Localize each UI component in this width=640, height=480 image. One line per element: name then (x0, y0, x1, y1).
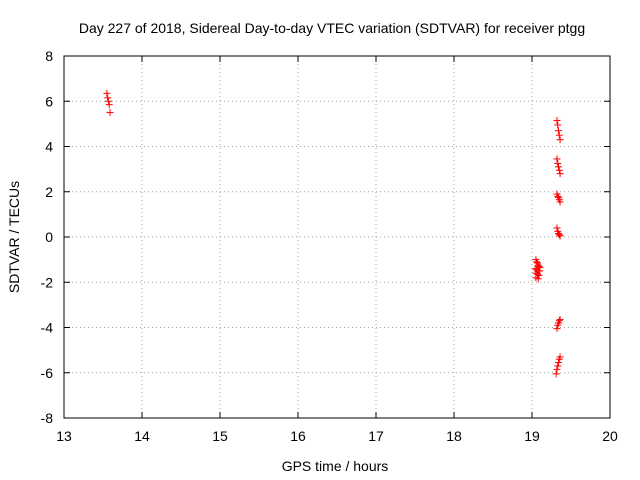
y-tick-label: 4 (45, 139, 53, 155)
data-point (104, 94, 112, 102)
data-point (553, 224, 561, 232)
x-axis-label: GPS time / hours (282, 458, 389, 474)
x-tick-label: 15 (212, 428, 228, 444)
data-point (533, 258, 541, 266)
y-tick-label: 0 (45, 229, 53, 245)
x-tick-label: 19 (524, 428, 540, 444)
y-tick-labels: 8 6 4 2 0 -2 -4 -6 -8 (41, 48, 54, 426)
data-point (533, 266, 541, 274)
data-point (554, 159, 562, 167)
data-point (554, 192, 562, 200)
data-points (103, 89, 564, 378)
data-point (103, 89, 111, 97)
data-point (556, 316, 564, 324)
data-point (552, 370, 560, 378)
y-tick-label: -4 (41, 320, 54, 336)
data-point (105, 101, 113, 109)
y-axis-label: SDTVAR / TECUs (6, 181, 22, 293)
data-point (553, 325, 561, 333)
data-point (555, 166, 563, 174)
data-point (555, 359, 563, 367)
data-point (555, 231, 563, 239)
data-point (556, 232, 564, 240)
data-point (556, 136, 564, 144)
data-point (555, 127, 563, 135)
plot-frame (63, 55, 611, 419)
x-tick-label: 17 (368, 428, 384, 444)
data-point (104, 97, 112, 105)
data-point (533, 270, 541, 278)
data-point (534, 275, 542, 283)
x-tick-labels: 13 14 15 16 17 18 19 20 (56, 428, 618, 444)
data-point (556, 198, 564, 206)
data-point (106, 109, 114, 117)
data-point (555, 131, 563, 139)
data-point (555, 317, 563, 325)
x-tick-label: 14 (134, 428, 150, 444)
data-point (553, 116, 561, 124)
chart-title: Day 227 of 2018, Sidereal Day-to-day VTE… (79, 20, 585, 36)
x-tick-label: 18 (446, 428, 462, 444)
data-point (556, 170, 564, 178)
y-tick-label: 2 (45, 184, 53, 200)
x-tick-label: 16 (290, 428, 306, 444)
data-point (553, 155, 561, 163)
data-point (556, 353, 564, 361)
data-point (555, 163, 563, 171)
data-point (554, 362, 562, 370)
data-point (554, 121, 562, 129)
y-tick-label: -2 (41, 274, 54, 290)
y-tick-label: -6 (41, 365, 54, 381)
y-tick-label: 8 (45, 48, 53, 64)
y-tick-label: 6 (45, 93, 53, 109)
x-tick-label: 13 (56, 428, 72, 444)
data-point (553, 365, 561, 373)
y-tick-label: -8 (41, 410, 54, 426)
gridlines (64, 56, 610, 418)
x-tick-label: 20 (602, 428, 618, 444)
